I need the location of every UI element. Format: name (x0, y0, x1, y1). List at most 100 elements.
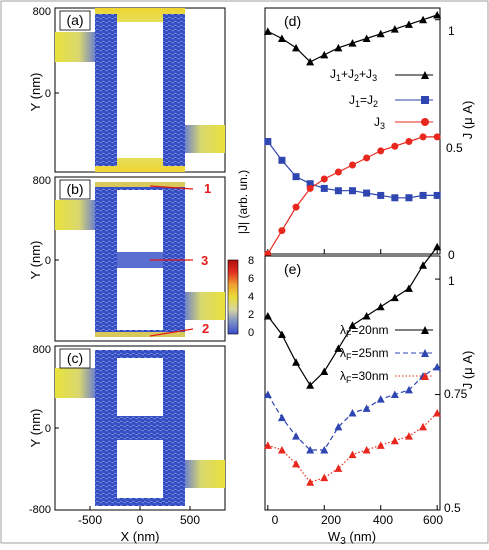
chart-d-point (433, 133, 441, 141)
chart-d-series (263, 11, 442, 258)
chart-d-point (264, 138, 272, 146)
annotation-2: 2 (202, 321, 209, 336)
panel-b-annotations (149, 185, 194, 337)
chart-d-point (433, 11, 442, 19)
panel-a-right-arm (163, 14, 185, 166)
chart-e-point (292, 432, 301, 440)
chart-e-xtick-200: 200 (321, 513, 341, 527)
chart-e-ytick-1: 1 (448, 274, 455, 288)
legend-e-20: λF=20nm (340, 323, 389, 339)
panel-a-label-box (59, 10, 91, 31)
panel-a-lead-left (55, 32, 95, 62)
chart-e-xlabel: W3 (nm) (328, 529, 376, 547)
chart-e-point (263, 312, 272, 320)
panel-c: (c) 800 0 -800 Y (nm) -500 0 500 X (nm) (28, 344, 226, 544)
chart-e-point (362, 404, 371, 412)
panel-b-ytick-800: 800 (33, 175, 51, 187)
panel-c-lead-left (55, 368, 95, 398)
panel-b-ytick-0: 0 (45, 255, 51, 267)
panel-a-lead-right (185, 125, 225, 153)
chart-e-point (277, 445, 286, 454)
chart-d-point (390, 25, 399, 33)
chart-e-ylabel: J (μ A) (460, 351, 475, 390)
chart-e-point (362, 312, 371, 320)
panel-b-top-edge (95, 182, 185, 187)
chart-d-point (376, 29, 385, 38)
colorbar-label: |J| (arb. un.) (236, 170, 250, 234)
chart-d-point (404, 20, 413, 28)
chart-e-point (292, 358, 301, 366)
panel-c-lead-right (185, 460, 225, 488)
chart-e-point (277, 330, 286, 339)
chart-d-point (306, 184, 314, 192)
panel-a-left-arm (95, 14, 117, 166)
legend-e-30-marker (421, 372, 429, 380)
panel-b-middle-bar (117, 252, 163, 268)
chart-e-point (376, 302, 385, 311)
chart-d-point (306, 57, 315, 66)
xtick-500: 500 (180, 513, 200, 527)
panel-b-lead-left (55, 200, 95, 230)
panel-a-ytick-0: 0 (45, 88, 51, 100)
chart-e-point (390, 390, 399, 399)
chart-e-point (348, 321, 357, 329)
xtick-minus500: -500 (78, 513, 102, 527)
panel-b-lead-right (185, 292, 225, 320)
chart-d-point (391, 142, 399, 150)
chart-d-panel-label: (d) (284, 13, 301, 29)
chart-e-xtick-400: 400 (373, 513, 393, 527)
annotation-arrow-1 (149, 185, 194, 190)
chart-e-point (348, 450, 357, 459)
legend-d-j1j2-marker (421, 96, 429, 104)
chart-d-point (405, 194, 413, 202)
chart-d-point (349, 161, 356, 169)
chart-d-point (278, 156, 286, 164)
left-xlabel: X (nm) (121, 529, 160, 544)
chart-e-frame (264, 255, 441, 511)
chart-e-point (419, 261, 428, 269)
panel-a-ytick-800: 800 (33, 6, 51, 18)
colorbar-tick-2: 2 (248, 309, 254, 321)
panel-b-label-box (59, 179, 91, 200)
chart-e-point (277, 413, 286, 422)
chart-d-legend: J1+J2+J3 J1=J2 J3 (330, 67, 433, 131)
panel-c-hole-bottom (117, 440, 163, 498)
chart-e-point (376, 441, 385, 449)
panel-c-ytick-minus800: -800 (29, 504, 51, 516)
chart-d-ytick-0: 0 (448, 248, 455, 262)
chart-e-point (334, 422, 343, 431)
chart-e-point (306, 445, 315, 454)
chart-e-point (292, 459, 301, 468)
chart-d-point (278, 227, 286, 235)
chart-e-series (263, 242, 442, 486)
chart-e-point (320, 445, 329, 454)
chart-e-ticks (267, 278, 440, 511)
chart-d-point (334, 43, 343, 52)
panel-a-label: (a) (66, 12, 83, 28)
chart-d-point (334, 187, 342, 195)
chart-e-point (348, 409, 357, 417)
panel-c-ytick-0: 0 (45, 423, 51, 435)
chart-d-point (377, 147, 385, 155)
panel-c-ylabel: Y (nm) (28, 409, 43, 448)
legend-e-25: λF=25nm (340, 346, 389, 362)
chart-d-point (277, 34, 286, 42)
colorbar-scale (227, 259, 239, 335)
colorbar-tick-8: 8 (248, 255, 254, 267)
chart-e-point (263, 441, 272, 449)
chart-d-point (362, 34, 371, 42)
chart-e-xtick-600: 600 (423, 513, 443, 527)
current-density-maps: (a) 800 0 Y (nm) (b) 1 3 (28, 6, 254, 544)
chart-d-point (292, 43, 301, 52)
chart-e-point (376, 395, 385, 403)
colorbar-tick-4: 4 (248, 291, 254, 303)
legend-e-20-marker (421, 326, 429, 334)
panel-b-ylabel: Y (nm) (28, 241, 43, 280)
chart-e-point (419, 422, 428, 431)
chart-e-point (390, 436, 399, 445)
legend-d-sum: J1+J2+J3 (330, 67, 377, 83)
panel-c-label: (c) (67, 350, 83, 366)
annotation-3: 3 (201, 253, 208, 268)
chart-d-point (334, 168, 342, 176)
